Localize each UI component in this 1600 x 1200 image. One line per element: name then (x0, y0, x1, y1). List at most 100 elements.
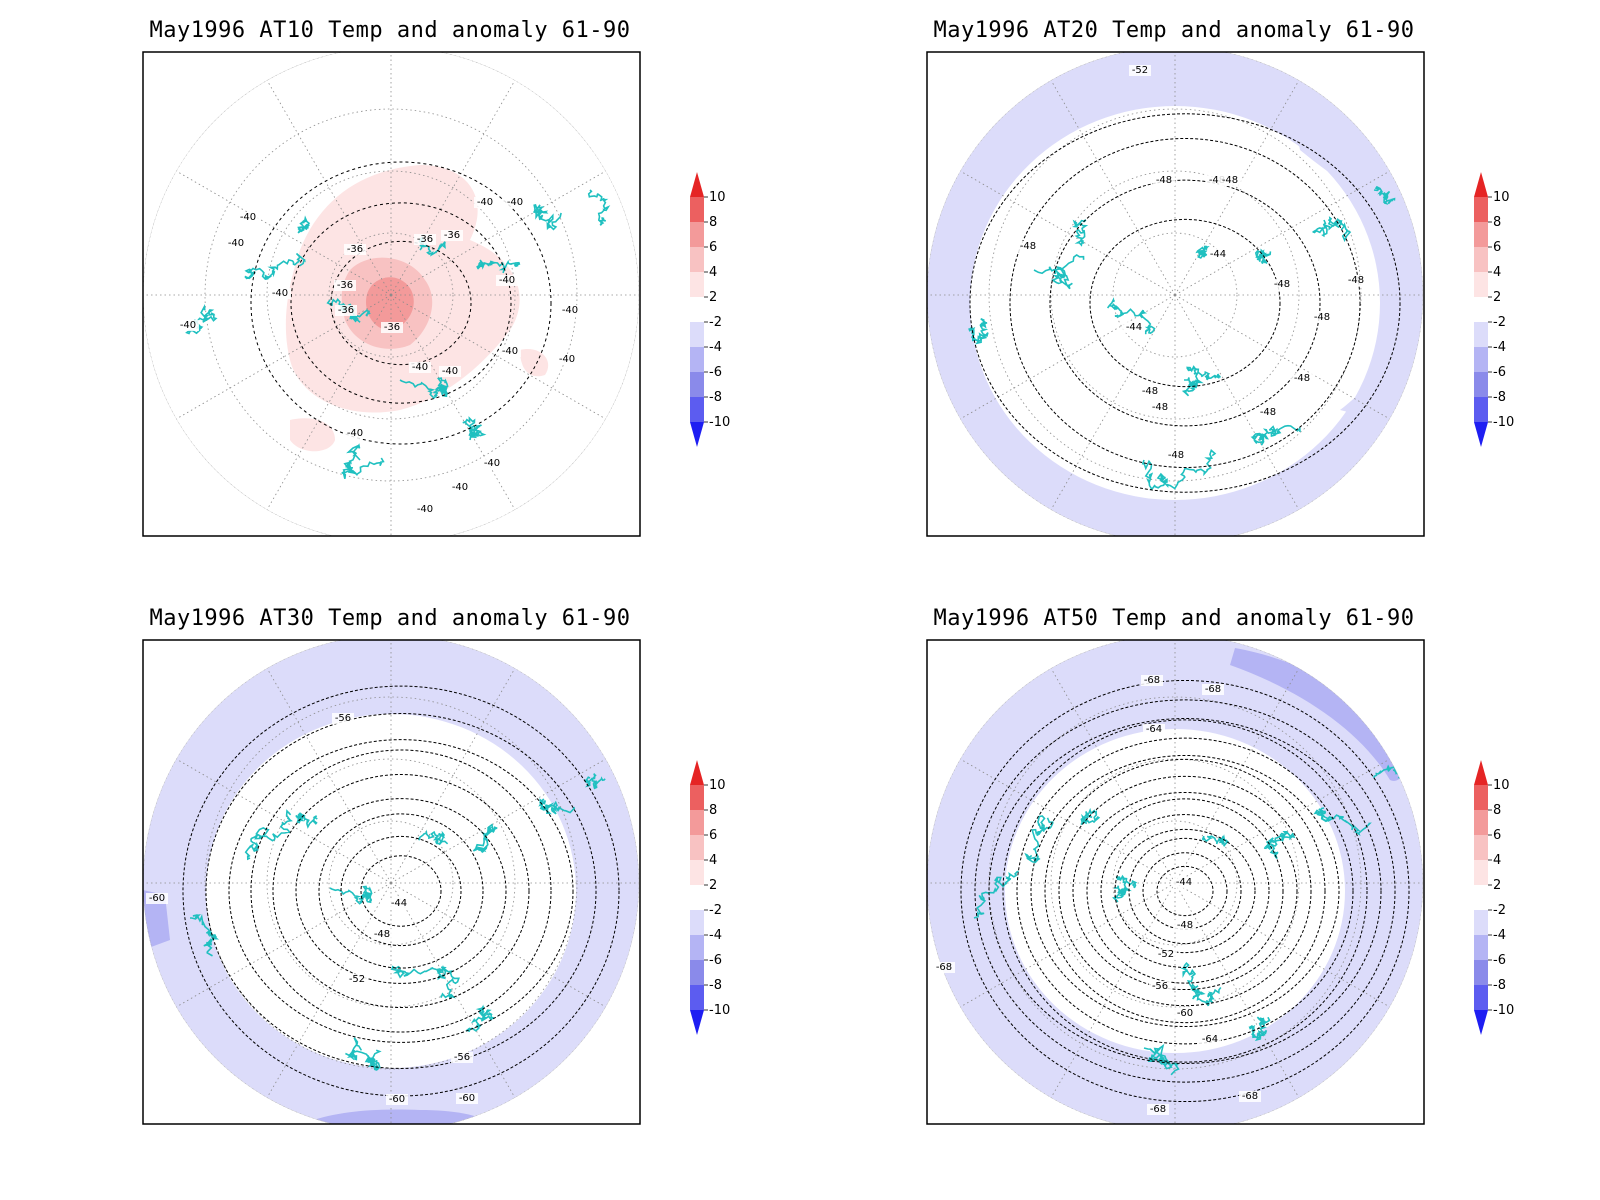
contour-label-bg (504, 197, 526, 208)
contour-label-bg (1291, 373, 1313, 384)
contour-label-bg (225, 238, 247, 249)
colorbar-segment (690, 785, 704, 810)
contour-label: -36 (338, 305, 354, 316)
contour-label: -44 (1210, 249, 1226, 260)
contour-label-bg (1165, 450, 1187, 461)
colorbar-segment (690, 297, 704, 322)
colorbar-label: -10 (709, 415, 730, 430)
colorbar-segment (1474, 810, 1488, 835)
contour-label-bg (1207, 249, 1229, 260)
coastline (1312, 216, 1352, 243)
colorbar-segment (1474, 785, 1488, 810)
map-area: -52-48 -48-48-44-44-48 -48-48-48-48-48 -48-… (927, 52, 1423, 536)
colorbar-segment (690, 372, 704, 397)
meridian-line (1174, 882, 1390, 1008)
contour-label-bg (1311, 312, 1333, 323)
contour-line (1128, 837, 1242, 945)
colorbar-arrow-bottom (1474, 422, 1488, 447)
anomaly-shade (290, 418, 335, 452)
colorbar-label: 6 (709, 828, 717, 843)
anomaly-shade (366, 277, 414, 331)
meridian-line (1174, 882, 1300, 1098)
colorbar-label: -8 (1493, 390, 1506, 405)
contour-line (340, 835, 462, 947)
contour-line (1089, 218, 1281, 388)
meridian-line (390, 758, 606, 884)
contour-line (1030, 754, 1340, 1028)
contour-label: -48 (1152, 402, 1168, 413)
meridian-line (1174, 170, 1390, 296)
contour-line (1044, 758, 1326, 1024)
contour-label: -52 (1132, 65, 1148, 76)
contour-label: -48 (374, 929, 390, 940)
meridian-line (266, 668, 392, 884)
contour-label-bg (439, 366, 461, 377)
coastline (1106, 297, 1156, 335)
panel-title: May1996 AT30 Temp and anomaly 61-90 (149, 606, 631, 631)
latitude-circle (328, 820, 454, 946)
contour-line (1002, 719, 1368, 1063)
contour-label: -40 (180, 320, 196, 331)
contour-label: -44 (1126, 322, 1142, 333)
colorbar-segment (1474, 860, 1488, 885)
contour-line (250, 161, 552, 445)
map-area: -68 -68 -64 -44 -48 -52 -56 -60 -64 -68 -68 -68 (927, 640, 1423, 1124)
colorbar-label: -4 (709, 928, 722, 943)
map-area: -56 -60 -44 -48 -52 -56 -60 -60 (143, 640, 639, 1124)
latitude-circle (1112, 820, 1238, 946)
contour-label: -60 (389, 1094, 405, 1105)
contour-labels: -56 -60 -44 -48 -52 -56 -60 -60 (146, 713, 478, 1105)
contour-label: -36 (417, 234, 433, 245)
contour-label: -48 (1314, 312, 1330, 323)
colorbar-segment (690, 960, 704, 985)
contour-line (250, 749, 552, 1033)
colorbar-label: -4 (1493, 928, 1506, 943)
colorbar-arrow-top (690, 760, 704, 785)
meridian-line (1050, 80, 1176, 296)
contour-line (1100, 814, 1270, 968)
colorbar-segment (1474, 935, 1488, 960)
colorbar-label: -4 (1493, 340, 1506, 355)
contour-label-bg (381, 322, 403, 333)
colorbar-segment (1474, 985, 1488, 1010)
contour-label-bg (441, 230, 463, 241)
contour-label-bg (1141, 675, 1163, 686)
colorbar-label: 8 (1493, 215, 1501, 230)
colorbar-segment (690, 347, 704, 372)
colorbar-label: -10 (1493, 415, 1514, 430)
meridian-line (1174, 668, 1300, 884)
contour-label-bg (481, 458, 503, 469)
contour-line (974, 699, 1396, 1083)
colorbar: 10 8 6 4 2 -2 -4 -6 -8 -10 (1474, 760, 1514, 1035)
colorbar-segment (690, 272, 704, 297)
contour-label: -68 (1150, 1104, 1166, 1115)
contour-label-bg (177, 320, 199, 331)
contour-label: -48 (1168, 450, 1184, 461)
contour-label-bg (414, 504, 436, 515)
meridian-line (1174, 294, 1390, 420)
contour-label: -48 (1156, 175, 1172, 186)
polar-map-at20: -52-48 -48-48-44-44-48 -48-48-48-48-48 -48-… (926, 51, 1425, 537)
map-disk (927, 52, 1423, 536)
contour-labels: -52-48 -48-48-44-44-48 -48-48-48-48-48 -48-… (1017, 65, 1367, 461)
coastlines (968, 185, 1396, 491)
contour-label: -40 (442, 366, 458, 377)
contour-label: -36 (347, 244, 363, 255)
colorbar-segment (690, 222, 704, 247)
colorbar-arrow-top (690, 172, 704, 197)
contour-label-bg (269, 288, 291, 299)
coastline (465, 1004, 495, 1033)
contour-label: -40 (228, 238, 244, 249)
anomaly-shade (1290, 100, 1390, 215)
coastline (1201, 834, 1230, 847)
contour-label: -48 (1209, 175, 1225, 186)
coastline (418, 829, 449, 846)
panel-title: May1996 AT50 Temp and anomaly 61-90 (933, 606, 1415, 631)
colorbar-label: 2 (1493, 878, 1501, 893)
latitude-circle (328, 232, 454, 358)
colorbar-segment (1474, 960, 1488, 985)
coastline (244, 252, 306, 280)
contour-label: -40 (499, 275, 515, 286)
map-area: -40 -40 -40 -40 -40 -36 -36 -36 -36 -36 -36 -40 -40 -… (143, 52, 639, 536)
coastline (329, 885, 373, 905)
